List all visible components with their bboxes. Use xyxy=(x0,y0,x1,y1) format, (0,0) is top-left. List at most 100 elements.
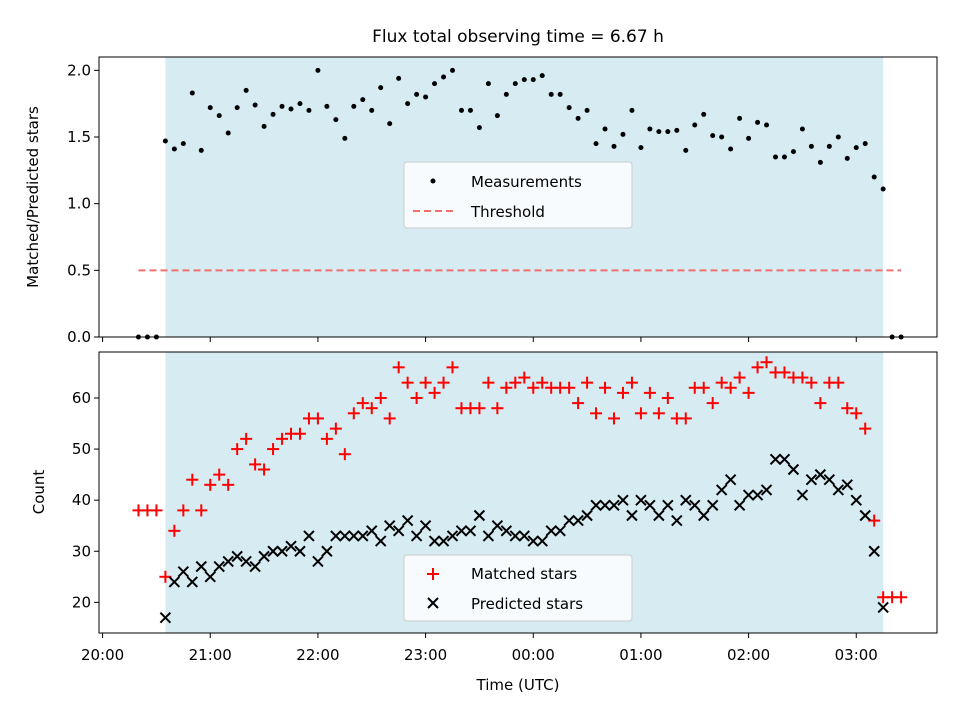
matched-stars-point xyxy=(859,422,872,435)
matched-stars-point xyxy=(509,376,522,389)
top-axes-frame xyxy=(98,56,938,338)
measurement-point xyxy=(162,138,168,144)
predicted-stars-point xyxy=(733,499,746,511)
predicted-stars-point xyxy=(312,555,324,568)
predicted-stars-point xyxy=(186,576,199,588)
measurement-point xyxy=(683,147,689,153)
matched-stars-point xyxy=(616,386,629,399)
measurement-point xyxy=(225,130,231,136)
predicted-stars-point xyxy=(877,601,889,614)
measurement-point xyxy=(871,174,877,180)
matched-stars-point xyxy=(168,524,181,537)
predicted-stars-point xyxy=(392,525,405,537)
matched-stars-point xyxy=(643,386,656,399)
matched-stars-point xyxy=(356,397,369,410)
predicted-stars-point xyxy=(572,514,584,527)
matched-stars-point xyxy=(365,402,378,415)
matched-stars-point xyxy=(895,591,908,604)
measurement-point xyxy=(467,107,473,113)
predicted-stars-point xyxy=(680,494,692,506)
matched-stars-point xyxy=(204,478,217,491)
matched-stars-point xyxy=(491,402,504,415)
matched-stars-point xyxy=(634,407,647,420)
predicted-stars-point xyxy=(527,535,539,547)
matched-stars-point xyxy=(850,407,863,420)
matched-stars-point xyxy=(293,427,306,440)
bottom-legend: Matched stars Predicted stars xyxy=(403,554,633,622)
matched-stars-point xyxy=(410,391,423,404)
measurement-point xyxy=(728,146,734,152)
bottom-y-tick-label: 20 xyxy=(72,593,91,611)
measurement-point xyxy=(432,81,438,87)
measurement-point xyxy=(584,107,590,113)
measurement-point xyxy=(216,113,222,119)
matched-stars-point xyxy=(258,463,271,476)
measurement-point xyxy=(647,126,653,132)
predicted-stars-point xyxy=(249,560,261,573)
measurement-point xyxy=(817,159,823,165)
measurement-point xyxy=(719,134,725,140)
matched-stars-point xyxy=(608,412,621,425)
predicted-stars-point xyxy=(383,520,396,532)
predicted-stars-point xyxy=(464,525,477,537)
matched-stars-point xyxy=(446,361,459,374)
measurement-point xyxy=(189,90,195,96)
x-tick-label: 01:00 xyxy=(619,646,662,664)
measurement-point xyxy=(790,149,796,155)
bottom-axes-frame xyxy=(98,351,938,634)
predicted-stars-point xyxy=(689,499,701,511)
matched-stars-point xyxy=(177,504,190,517)
measurement-point xyxy=(369,107,375,113)
matched-stars-point xyxy=(419,376,432,389)
matched-stars-point xyxy=(697,381,710,394)
predicted-stars-point xyxy=(787,463,800,476)
predicted-stars-point xyxy=(267,545,279,557)
matched-stars-point xyxy=(428,386,441,399)
predicted-stars-point xyxy=(222,555,234,568)
predicted-stars-point xyxy=(518,530,530,542)
measurement-point xyxy=(450,67,456,73)
top-y-axis-label: Matched/Predicted stars xyxy=(24,106,42,288)
predicted-stars-point xyxy=(401,514,414,527)
predicted-stars-point xyxy=(671,514,683,527)
measurement-point xyxy=(755,119,761,125)
matched-stars-point xyxy=(679,412,692,425)
predicted-stars-point xyxy=(859,509,871,522)
measurement-point xyxy=(243,87,249,93)
predicted-stars-point xyxy=(419,520,432,532)
matched-stars-point xyxy=(338,448,351,461)
measurement-point xyxy=(485,81,491,87)
predicted-stars-point xyxy=(706,499,719,511)
predicted-stars-point xyxy=(446,530,459,542)
predicted-stars-point xyxy=(742,489,755,501)
matched-stars-point xyxy=(742,386,755,399)
matched-stars-point xyxy=(733,371,746,384)
predicted-stars-point xyxy=(796,489,809,501)
matched-stars-point xyxy=(195,504,208,517)
matched-stars-point xyxy=(751,361,764,374)
predicted-stars-point xyxy=(482,530,495,542)
matched-stars-point xyxy=(805,376,818,389)
predicted-stars-point xyxy=(635,494,647,506)
measurement-point xyxy=(198,147,204,153)
measurement-point xyxy=(180,141,186,147)
predicted-stars-point xyxy=(276,545,288,557)
matched-stars-point xyxy=(841,402,854,415)
bottom-panel: 20 30 40 50 60 20:00 21:00 22:00 23:00 00:00 01:00… xyxy=(30,351,938,694)
matched-stars-point xyxy=(186,473,199,486)
predicted-stars-point xyxy=(751,489,764,501)
predicted-stars-point xyxy=(294,545,306,557)
predicted-stars-point xyxy=(428,535,441,547)
measurement-point xyxy=(387,121,393,127)
matched-stars-point xyxy=(661,391,674,404)
matched-stars-point xyxy=(392,361,405,374)
matched-stars-point xyxy=(536,376,549,389)
top-y-tick-label: 2.0 xyxy=(67,61,91,79)
matched-stars-point xyxy=(249,458,262,471)
matched-stars-point xyxy=(572,397,585,410)
measurement-point xyxy=(557,91,563,97)
measurement-point xyxy=(378,85,384,91)
top-legend: Measurements Threshold xyxy=(403,161,633,229)
x-tick-label: 22:00 xyxy=(296,646,339,664)
predicted-stars-point xyxy=(455,525,468,537)
